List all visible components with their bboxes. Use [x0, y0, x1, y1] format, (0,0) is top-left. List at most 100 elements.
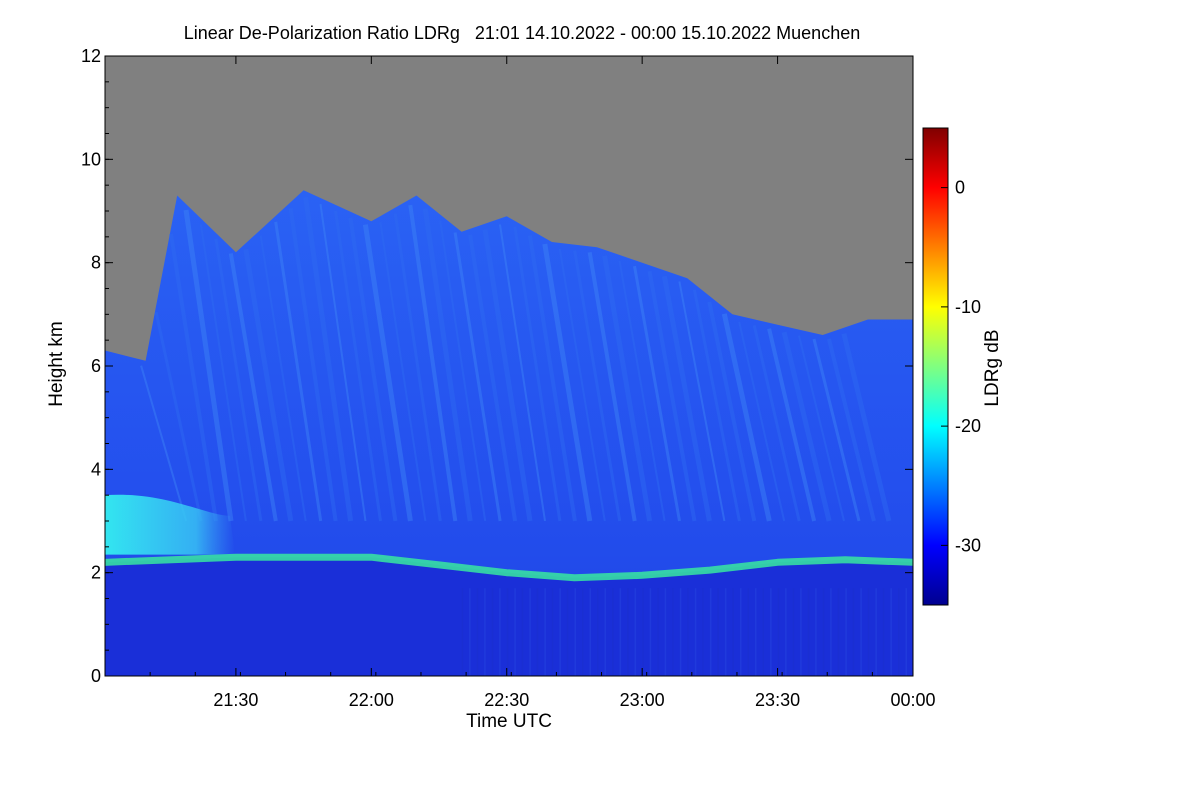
fall-streak [633, 265, 681, 522]
y-tick-label: 10 [81, 149, 101, 169]
colorbar-tick-label: -30 [955, 535, 981, 555]
y-tick-label: 2 [91, 563, 101, 583]
x-tick-label: 22:30 [484, 690, 529, 710]
vertical-stripe [777, 588, 780, 676]
vertical-stripe [679, 588, 682, 676]
vertical-stripe [649, 588, 652, 676]
fall-streak [678, 281, 726, 522]
vertical-stripe [709, 588, 712, 676]
vertical-stripe [469, 588, 471, 676]
fall-streak [154, 311, 203, 522]
vertical-stripe [506, 588, 509, 676]
vertical-stripe [815, 588, 817, 676]
vertical-stripe [566, 588, 569, 676]
fall-streak [661, 275, 712, 522]
vertical-stripe [619, 588, 622, 676]
fall-streak [826, 338, 876, 522]
vertical-stripe [604, 588, 606, 676]
vertical-stripe [642, 588, 644, 676]
vertical-stripe [476, 588, 479, 676]
colorbar-label: LDRg dB [982, 329, 1003, 406]
colorbar-ticks: 0 -10 -20 -30 [941, 178, 981, 555]
vertical-stripe [822, 588, 825, 676]
colorbar-tick-label: -10 [955, 297, 981, 317]
fall-streak [453, 232, 502, 522]
fall-streak [348, 217, 398, 522]
vertical-stripe [559, 588, 561, 676]
fall-streak [393, 213, 442, 522]
vertical-stripe [664, 588, 667, 676]
vertical-stripe [755, 588, 757, 676]
fall-streak [379, 222, 427, 522]
vertical-stripe [762, 588, 764, 676]
fall-streak [243, 248, 294, 522]
vertical-stripe [792, 588, 795, 676]
x-tick-label: 21:30 [213, 690, 258, 710]
fall-streak [707, 301, 757, 522]
fall-streak [199, 224, 247, 522]
vertical-stripe [747, 588, 749, 676]
fall-streak [169, 233, 218, 522]
y-axis: 0 2 4 6 8 10 12 [81, 46, 913, 686]
x-axis-label: Time UTC [466, 711, 552, 732]
fall-streak [214, 238, 263, 522]
vertical-stripe [589, 588, 591, 676]
fall-streak [781, 331, 832, 522]
vertical-stripe [830, 588, 832, 676]
fall-streak [527, 235, 577, 522]
vertical-stripe [574, 588, 576, 676]
fall-streak [408, 204, 458, 522]
fall-streak [558, 248, 606, 522]
fall-streak [468, 234, 518, 522]
fall-streak [334, 210, 382, 522]
vertical-stripe [845, 588, 847, 676]
vertical-stripe [634, 588, 637, 676]
fall-streak [618, 260, 666, 522]
fall-streak [798, 335, 845, 522]
vertical-stripe [860, 588, 862, 676]
fall-streak [422, 208, 473, 522]
fall-streak [812, 338, 861, 522]
vertical-stripe [544, 588, 546, 676]
fall-streak [587, 251, 637, 522]
vertical-stripe [551, 588, 554, 676]
x-tick-label: 23:00 [620, 690, 665, 710]
vertical-stripe [837, 588, 840, 676]
vertical-stripe [529, 588, 531, 676]
vertical-stripe [582, 588, 584, 676]
fall-streak [767, 328, 817, 522]
vertical-stripe [717, 588, 719, 676]
vertical-stripe [521, 588, 524, 676]
fall-streak [513, 226, 562, 522]
vertical-stripe [597, 588, 599, 676]
y-tick-label: 8 [91, 253, 101, 273]
fall-streak [228, 253, 278, 522]
fall-streak [362, 224, 413, 522]
colorbar-tick-label: -20 [955, 416, 981, 436]
fall-streaks [140, 196, 892, 522]
fall-streak [738, 321, 786, 522]
fall-streak [274, 221, 323, 522]
fall-streak [439, 220, 487, 522]
vertical-stripe [898, 588, 900, 676]
vertical-stripe [740, 588, 742, 676]
vertical-stripe [770, 588, 772, 676]
vertical-stripe [499, 588, 501, 676]
vertical-stripe [672, 588, 674, 676]
y-axis-label: Height km [46, 321, 67, 407]
vertical-stripe [702, 588, 704, 676]
cyan-depolarization-patch [105, 494, 235, 555]
vertical-stripe [694, 588, 697, 676]
fall-streak [692, 289, 741, 522]
colorbar-tick-label: 0 [955, 178, 965, 198]
x-axis: 21:30 22:00 22:30 23:00 23:30 00:00 [104, 56, 936, 710]
vertical-stripes [461, 588, 907, 676]
fall-streak [542, 243, 593, 522]
vertical-stripe [627, 588, 629, 676]
fall-streak [721, 313, 772, 522]
vertical-stripe [785, 588, 787, 676]
colorbar [922, 127, 949, 606]
melting-layer-band [105, 553, 913, 582]
vertical-stripe [905, 588, 907, 676]
